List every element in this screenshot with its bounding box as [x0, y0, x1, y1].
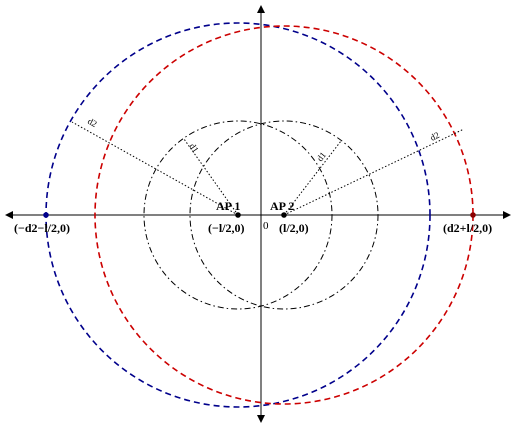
ap2-point: [281, 212, 287, 218]
ap1-label: AP 1: [216, 199, 240, 213]
d2-left-label: d2: [86, 116, 99, 129]
ap1-point: [235, 212, 241, 218]
right-intersection-point: [470, 212, 476, 218]
left-intersection-point: [43, 212, 49, 218]
d2-right-radius-line: [283, 128, 465, 216]
ap1-coord-label: (−l/2,0): [208, 221, 245, 235]
d2-right-label: d2: [428, 130, 440, 143]
ap1-small-circle: [143, 120, 333, 310]
d1-right-label: d1: [315, 150, 328, 163]
d1-left-radius-line: [183, 138, 239, 216]
d1-left-label: d1: [187, 141, 200, 154]
d1-right-radius-line: [283, 140, 342, 216]
left-point-label: (−d2−l/2,0): [14, 221, 70, 235]
ap2-small-circle: [189, 120, 379, 310]
ap2-coord-label: (l/2,0): [279, 221, 309, 235]
origin-label: 0: [263, 220, 269, 232]
right-point-label: (d2+l/2,0): [443, 221, 492, 235]
ap2-label: AP 2: [270, 199, 294, 213]
d2-left-radius-line: [71, 121, 239, 216]
